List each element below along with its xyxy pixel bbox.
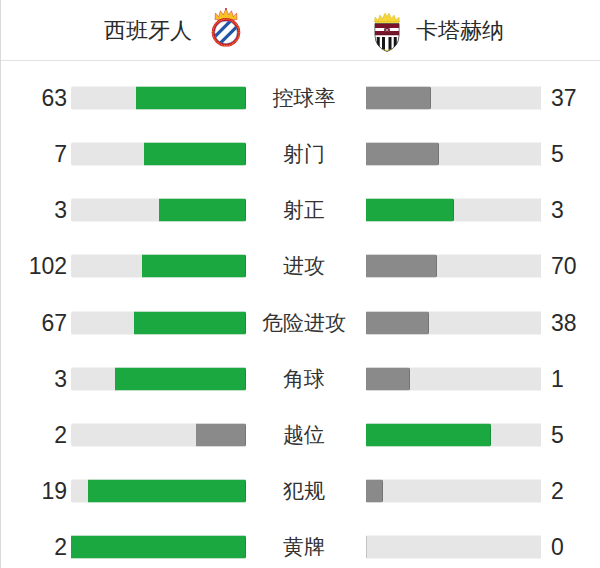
svg-text:F.C. CARTAGENA: F.C. CARTAGENA xyxy=(378,33,396,35)
